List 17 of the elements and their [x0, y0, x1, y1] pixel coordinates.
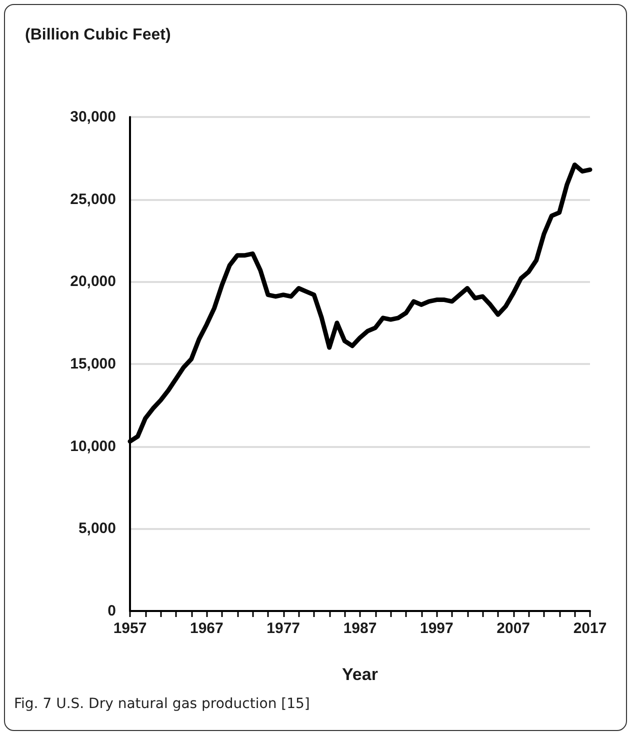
x-tick-label: 1997 — [420, 620, 454, 637]
y-tick-label: 25,000 — [70, 190, 116, 208]
x-tick-label: 1977 — [266, 620, 300, 637]
y-axis-title: (Billion Cubic Feet) — [25, 26, 171, 44]
caption: Fig. 7 U.S. Dry natural gas production [15] — [14, 696, 310, 712]
y-tick-label: 15,000 — [70, 356, 116, 372]
x-tick-label: 2007 — [496, 620, 530, 637]
y-tick-label: 30,000 — [70, 108, 116, 126]
x-axis-title: Year — [342, 665, 378, 684]
x-tick-label: 1967 — [190, 620, 224, 637]
x-tick-label: 1957 — [113, 620, 147, 637]
y-tick-label: 5,000 — [78, 520, 116, 538]
x-tick-label: 1987 — [343, 620, 377, 637]
x-tick-label: 2017 — [573, 620, 607, 637]
y-tick-label: 0 — [108, 602, 116, 620]
y-tick-label: 10,000 — [70, 438, 116, 455]
y-tick-label: 20,000 — [70, 273, 116, 290]
